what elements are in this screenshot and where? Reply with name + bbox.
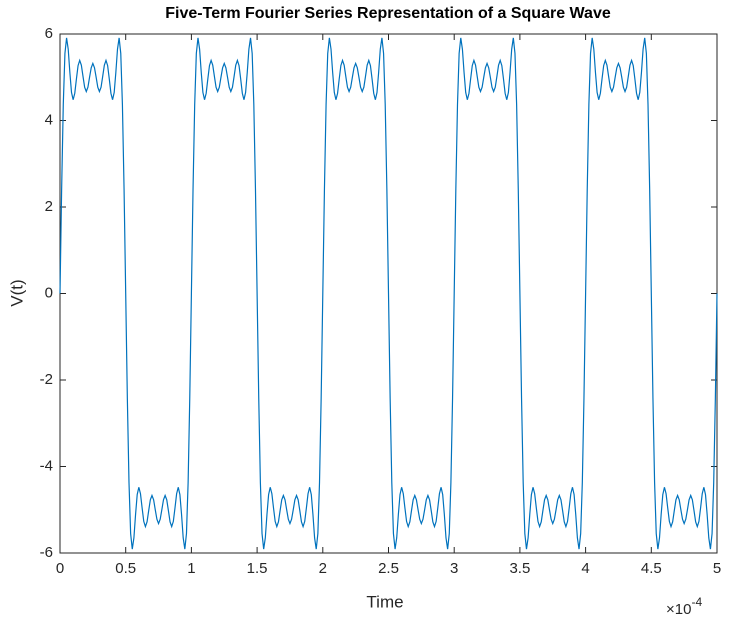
x-tick-label: 4 xyxy=(581,560,589,577)
x-tick-label: 3.5 xyxy=(509,560,530,577)
y-tick-label: -4 xyxy=(40,457,53,474)
y-tick-label: -6 xyxy=(40,544,53,561)
x-tick-label: 4.5 xyxy=(641,560,662,577)
y-tick-label: -2 xyxy=(40,371,53,388)
y-tick-label: 4 xyxy=(45,111,53,128)
x-tick-label: 0.5 xyxy=(115,560,136,577)
x-multiplier: ×10-4 xyxy=(666,595,702,618)
y-tick-label: 2 xyxy=(45,198,53,215)
data-line xyxy=(59,37,718,550)
x-tick-label: 5 xyxy=(713,560,721,577)
y-tick-label: 6 xyxy=(45,25,53,42)
x-tick-label: 3 xyxy=(450,560,458,577)
x-tick-label: 1.5 xyxy=(247,560,268,577)
x-multiplier-exponent: -4 xyxy=(691,595,702,609)
x-axis-label: Time xyxy=(366,592,403,611)
x-multiplier-base: ×10 xyxy=(666,601,691,618)
x-tick-label: 1 xyxy=(187,560,195,577)
x-tick-label: 2.5 xyxy=(378,560,399,577)
y-tick-label: 0 xyxy=(45,284,53,301)
x-tick-label: 2 xyxy=(319,560,327,577)
y-axis-label: V(t) xyxy=(7,279,26,306)
chart-title: Five-Term Fourier Series Representation … xyxy=(165,5,611,22)
x-tick-label: 0 xyxy=(56,560,64,577)
